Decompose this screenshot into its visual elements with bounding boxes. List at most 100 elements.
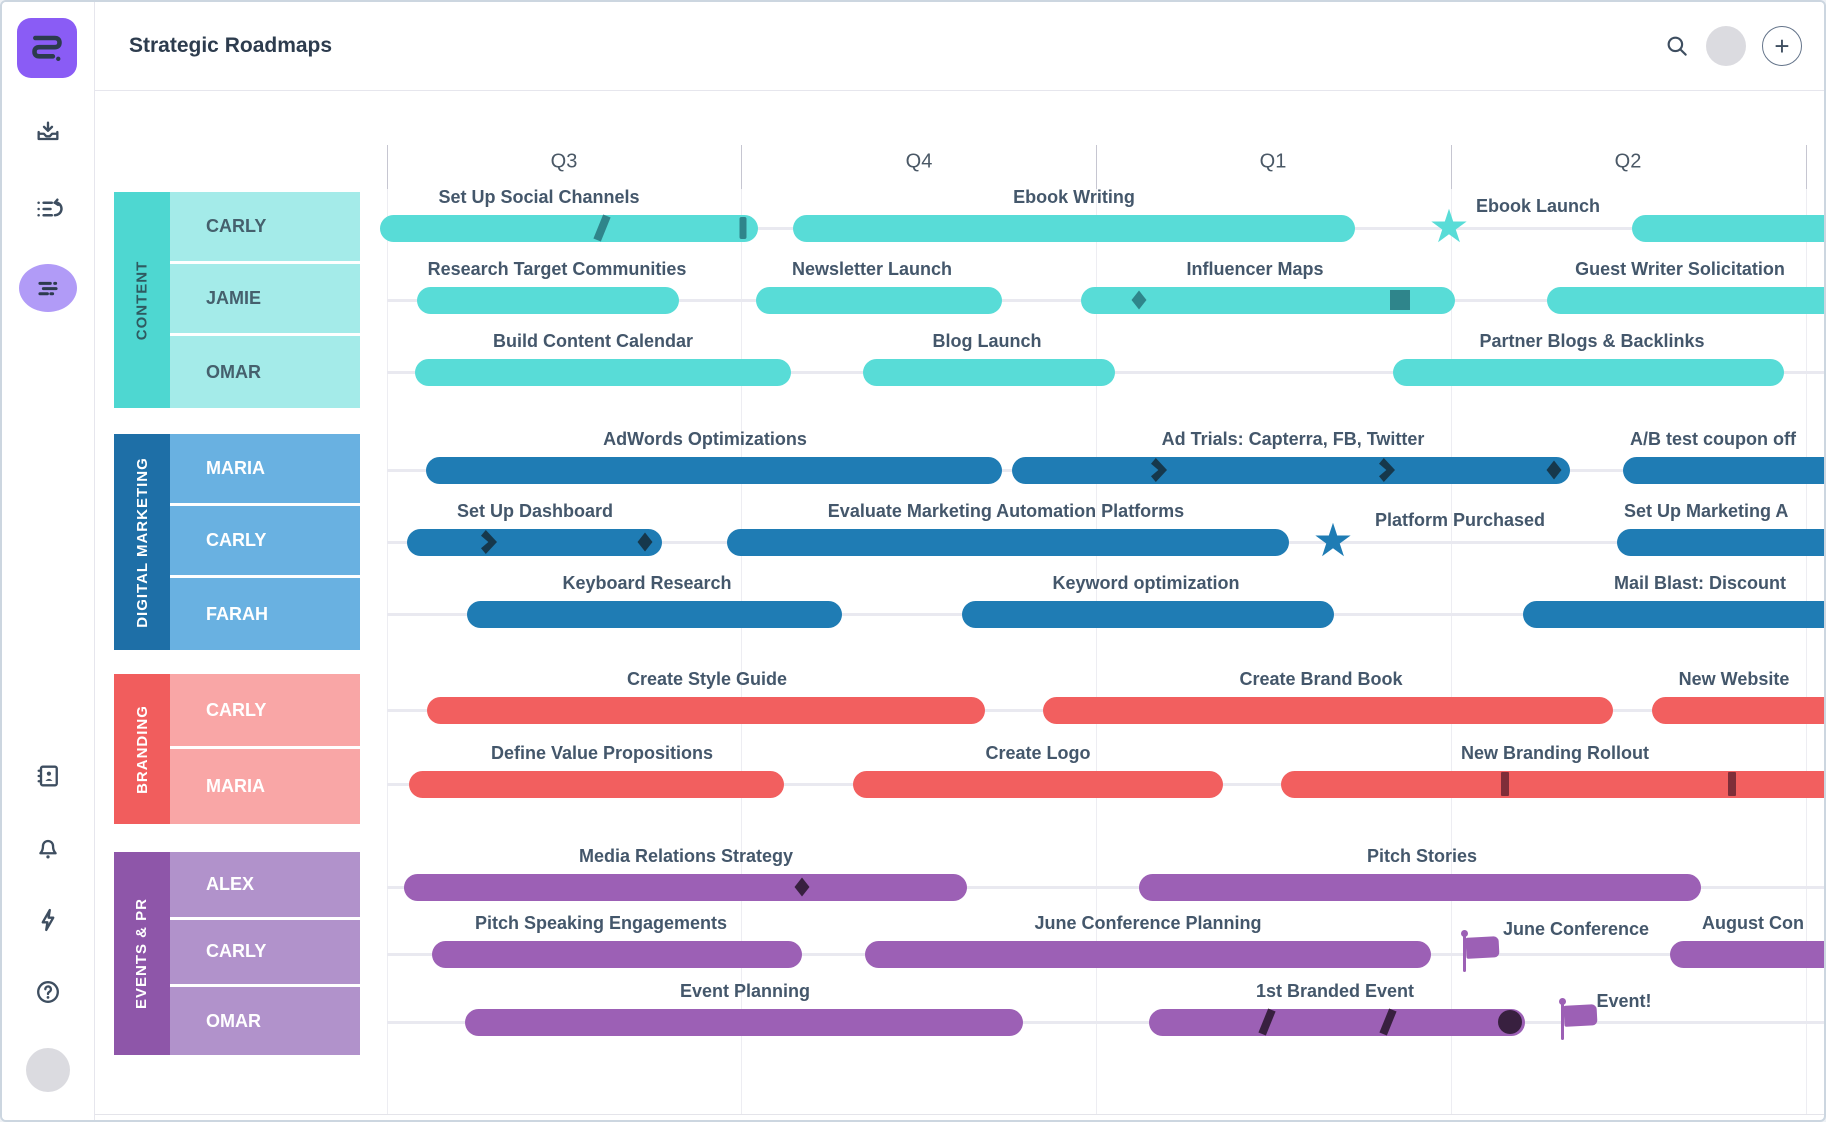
search-icon[interactable] [1664,33,1690,59]
marker-diamond[interactable] [1546,460,1562,480]
app-logo[interactable] [17,18,77,78]
roadmap-bar[interactable] [863,358,1115,386]
bar-label: Event! [1596,991,1652,1011]
marker-diamond[interactable] [794,877,810,897]
row-name-cell[interactable]: JAMIE [170,264,360,333]
roadmap-bar[interactable] [1012,456,1570,484]
row-name-cell[interactable]: FARAH [170,578,360,650]
roadmap-bar[interactable] [1149,1008,1525,1036]
contacts-book-icon [34,762,62,790]
roadmap-bar[interactable] [1670,940,1824,968]
bar-label: Blog Launch [932,331,1042,351]
roadmap-bar[interactable] [1139,873,1701,901]
roadmap-bar[interactable] [380,214,758,242]
bar-label: Create Logo [985,743,1091,763]
roadmap-bar[interactable] [1043,696,1613,724]
roadmap-bar[interactable] [467,600,842,628]
activity-bolt-icon [34,906,62,934]
section-label: DIGITAL MARKETING [114,434,170,650]
roadmap-bar[interactable] [1547,286,1824,314]
bar-label: 1st Branded Event [1255,981,1415,1001]
sidebar-item-help[interactable] [2,978,94,1006]
help-question-icon [34,978,62,1006]
bar-label: Ebook Launch [1475,196,1601,216]
header-actions: + [1664,2,1802,90]
quarter-header[interactable]: Q3 [550,150,578,173]
roadmap-bar[interactable] [1281,770,1824,798]
bar-label: A/B test coupon off [1630,429,1796,449]
quarter-tick [1096,145,1097,189]
quarter-header[interactable]: Q2 [1614,150,1642,173]
marker-square[interactable] [1390,290,1410,310]
roadmap-bar[interactable] [427,696,985,724]
row-name-cell[interactable]: OMAR [170,336,360,408]
roadmap-bar[interactable] [1652,696,1824,724]
marker-vdash[interactable] [1728,772,1736,796]
row-name-cell[interactable]: OMAR [170,987,360,1055]
roadmap-icon [33,273,63,303]
roadmap-bar[interactable] [407,528,662,556]
roadmap-bar[interactable] [1523,600,1824,628]
sidebar-item-notifications[interactable] [2,834,94,862]
sidebar-item-contacts[interactable] [2,762,94,790]
roadmap-bar[interactable] [1617,528,1824,556]
row-name-cell[interactable]: ALEX [170,852,360,917]
bar-label: June Conference [1502,919,1650,939]
bar-label: Platform Purchased [1374,510,1546,530]
sidebar-item-activity[interactable] [2,906,94,934]
active-item-highlight [19,264,77,312]
sidebar-item-roadmap-active[interactable] [2,264,94,312]
flag-banner [1465,936,1500,959]
bar-label: Keyboard Research [562,573,732,593]
user-avatar[interactable] [1706,26,1746,66]
sidebar-item-backlog[interactable] [2,194,94,224]
roadmap-bar[interactable] [426,456,1002,484]
row-name: ALEX [206,873,255,894]
roadmap-bar[interactable] [793,214,1355,242]
bar-label: New Branding Rollout [1461,743,1649,763]
roadmap-bar[interactable] [1393,358,1784,386]
roadmap-bar[interactable] [962,600,1334,628]
roadmap-bar[interactable] [432,940,802,968]
marker-vdash[interactable] [1501,772,1509,796]
roadmap-bar[interactable] [465,1008,1023,1036]
roadmap-bar[interactable] [415,358,791,386]
quarter-header[interactable]: Q1 [1259,150,1287,173]
grid-line [1096,145,1097,1115]
row-name-cell[interactable]: CARLY [170,192,360,261]
marker-diamond[interactable] [637,532,653,552]
marker-diamond[interactable] [1131,290,1147,310]
milestone-star-icon[interactable]: ★ [1428,200,1470,253]
roadmap-bar[interactable] [404,873,967,901]
roadmap-bar[interactable] [1623,456,1824,484]
quarter-tick [1451,145,1452,189]
bar-label: Influencer Maps [1186,259,1324,279]
roadmap-bar[interactable] [865,940,1431,968]
row-name-cell[interactable]: CARLY [170,919,360,985]
row-name-cell[interactable]: CARLY [170,674,360,746]
row-name-cell[interactable]: MARIA [170,434,360,503]
add-button[interactable]: + [1762,26,1802,66]
roadmap-bar[interactable] [756,286,1002,314]
content-bottom-divider [94,1114,1824,1115]
roadmap-bar[interactable] [409,770,784,798]
roadmap-bar[interactable] [853,770,1223,798]
quarter-header[interactable]: Q4 [905,150,933,173]
bar-label: Create Brand Book [1239,669,1403,689]
row-name-cell[interactable]: MARIA [170,749,360,824]
roadmap-bar[interactable] [1632,214,1824,242]
notifications-bell-icon [34,834,62,862]
bar-label: Create Style Guide [626,669,788,689]
roadmap-bar[interactable] [417,286,679,314]
sidebar-item-import[interactable] [2,118,94,146]
milestone-star-icon[interactable]: ★ [1312,514,1354,567]
roadmap-bar[interactable] [727,528,1289,556]
sidebar-user-avatar[interactable] [2,1048,94,1092]
marker-circle[interactable] [1498,1010,1522,1034]
bar-label: June Conference Planning [1034,913,1262,933]
row-name: FARAH [206,603,268,624]
marker-dash[interactable] [739,217,747,239]
row-name-cell[interactable]: CARLY [170,506,360,575]
